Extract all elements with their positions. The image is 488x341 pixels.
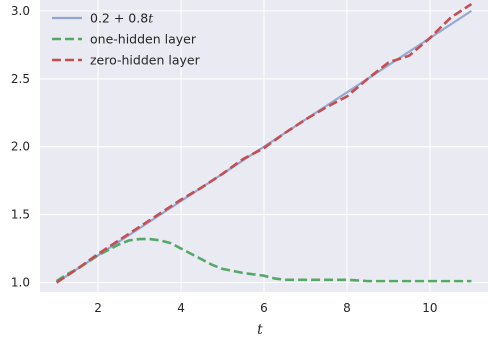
series-line-1 (55, 237, 472, 283)
series-layer (55, 2, 473, 284)
y-tick-label: 1.0 (11, 275, 30, 289)
series-line-2 (55, 2, 473, 284)
legend-label-1: one-hidden layer (90, 32, 197, 47)
y-tick-label: 1.5 (11, 208, 30, 222)
legend-label-0: 0.2 + 0.8t (90, 11, 154, 26)
legend-label-variable: t (148, 11, 154, 26)
y-tick-label: 2.0 (11, 140, 30, 154)
x-axis-label: t (257, 322, 263, 338)
y-tick-label: 2.5 (11, 72, 30, 86)
tick-labels: 2 4 6 8 10 1.0 1.5 2.0 2.5 3.0 (11, 4, 438, 315)
legend-label-text: 0.2 + 0.8 (90, 11, 148, 26)
x-tick-label: 2 (94, 301, 102, 315)
y-tick-label: 3.0 (11, 4, 30, 18)
legend: 0.2 + 0.8t one-hidden layer zero-hidden la… (52, 11, 201, 68)
legend-label-2: zero-hidden layer (90, 53, 201, 68)
x-tick-label: 6 (260, 301, 268, 315)
x-tick-label: 10 (422, 301, 437, 315)
x-tick-label: 4 (177, 301, 185, 315)
x-tick-label: 8 (343, 301, 351, 315)
